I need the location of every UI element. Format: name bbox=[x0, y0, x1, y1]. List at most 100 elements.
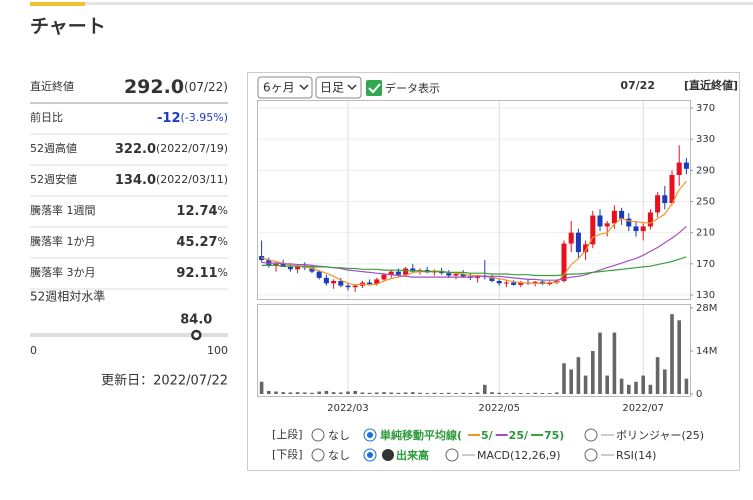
volume-bar bbox=[670, 314, 674, 394]
moving-average bbox=[261, 225, 687, 281]
y-tick-label: 250 bbox=[696, 197, 715, 208]
level-min: 0 bbox=[30, 344, 37, 357]
volume-bar bbox=[677, 320, 681, 394]
radio-dot bbox=[367, 452, 373, 458]
stat-value-group: 45.27% bbox=[176, 235, 228, 250]
candle-body bbox=[503, 282, 509, 284]
y-tick-label: 28M bbox=[696, 303, 717, 314]
stat-suffix: (2022/07/19) bbox=[156, 142, 228, 155]
data-checkbox[interactable] bbox=[366, 80, 382, 96]
candle-body bbox=[511, 282, 517, 285]
volume-bar bbox=[303, 392, 307, 394]
candle-body bbox=[626, 218, 632, 227]
radio[interactable] bbox=[311, 428, 325, 442]
volume-bar bbox=[425, 393, 429, 394]
candle-body bbox=[446, 273, 452, 276]
stat-value-group: -12(-3.95%) bbox=[157, 111, 228, 126]
stat-value-group: 134.0(2022/03/11) bbox=[115, 173, 228, 188]
volume-bar bbox=[504, 393, 509, 394]
candle-body bbox=[453, 273, 459, 276]
candle-body bbox=[338, 280, 344, 286]
candle-body bbox=[309, 267, 315, 272]
x-tick-label: 2022/03 bbox=[327, 403, 369, 414]
volume-bar bbox=[447, 392, 451, 394]
y-tick-label: 210 bbox=[696, 228, 715, 239]
top-accent bbox=[30, 2, 85, 6]
volume-bar bbox=[526, 393, 530, 394]
stat-suffix: % bbox=[218, 235, 228, 248]
candle-body bbox=[323, 277, 329, 284]
candle-body bbox=[496, 280, 502, 284]
radio[interactable] bbox=[311, 448, 325, 462]
stat-value: 12.74 bbox=[176, 204, 217, 219]
interval-value: 日足 bbox=[320, 81, 344, 95]
volume-bar bbox=[475, 392, 480, 394]
stat-suffix: (07/22) bbox=[184, 80, 228, 94]
volume-bar bbox=[432, 392, 437, 394]
y-tick-label: 170 bbox=[696, 259, 715, 270]
volume-bar bbox=[547, 393, 552, 394]
volume-bar bbox=[605, 375, 609, 394]
candle-body bbox=[374, 279, 380, 285]
volume-bar bbox=[591, 351, 595, 394]
y-tick-label: 330 bbox=[696, 134, 715, 145]
volume-bar bbox=[403, 392, 408, 394]
candle-body bbox=[280, 263, 286, 267]
page-title: チャート bbox=[30, 16, 106, 38]
chart-panel bbox=[247, 72, 740, 471]
stats: 直近終値 292.0(07/22) 前日比 -12(-3.95%) 52週高値 322.0… bbox=[30, 76, 228, 290]
volume-bar bbox=[655, 357, 660, 394]
volume-bar bbox=[439, 393, 444, 394]
volume-bar bbox=[454, 393, 458, 394]
candle-body bbox=[619, 210, 625, 219]
x-tick-label: 2022/07 bbox=[622, 403, 664, 414]
volume-bar bbox=[576, 357, 581, 394]
period-select[interactable] bbox=[257, 76, 313, 99]
interval-select[interactable] bbox=[315, 76, 362, 99]
legend-label: 5/ bbox=[481, 429, 494, 442]
stat-suffix: % bbox=[218, 266, 228, 279]
radio[interactable] bbox=[445, 448, 459, 462]
volume-bar bbox=[389, 392, 393, 394]
candle-body bbox=[662, 195, 668, 204]
volume-bar bbox=[684, 378, 689, 394]
legend: 5/25/75) bbox=[468, 429, 564, 442]
radio[interactable] bbox=[584, 448, 598, 462]
price-type: [直近終値] bbox=[684, 78, 738, 92]
volume-bar bbox=[555, 392, 559, 394]
candle-body bbox=[367, 282, 373, 285]
candle-body bbox=[352, 285, 358, 288]
plot: 130 170 210 250 290 330 370 0 14M 28M 2022/03 2022/… bbox=[258, 101, 717, 414]
candle-body bbox=[295, 266, 301, 270]
stat-label: 騰落率 3か月 bbox=[30, 265, 96, 279]
radio-label: なし bbox=[328, 449, 350, 462]
radio-label: 出来高 bbox=[396, 448, 429, 462]
stat-value: 292.0 bbox=[124, 76, 184, 98]
candle-body bbox=[287, 266, 293, 270]
volume-bar bbox=[511, 392, 516, 394]
volume-bar bbox=[288, 392, 293, 394]
checkbox-label: データ表示 bbox=[385, 81, 440, 95]
stat-value-group: 12.74% bbox=[176, 204, 228, 219]
volume-bar bbox=[418, 392, 422, 394]
radio[interactable] bbox=[584, 428, 598, 442]
candle-body bbox=[647, 212, 653, 227]
volume-bar bbox=[331, 392, 336, 394]
y-tick-label: 130 bbox=[696, 290, 715, 301]
stat-value-group: 322.0(2022/07/19) bbox=[115, 142, 228, 157]
legend-label: 75) bbox=[544, 429, 564, 442]
y-tick-label: 14M bbox=[696, 346, 717, 357]
stat-value-group: 292.0(07/22) bbox=[124, 76, 228, 98]
candle-body bbox=[676, 162, 682, 176]
stat-label: 前日比 bbox=[30, 110, 63, 124]
candle-body bbox=[604, 223, 610, 227]
volume-bar bbox=[396, 392, 401, 394]
candle-body bbox=[410, 268, 416, 272]
volume-bar bbox=[562, 363, 566, 394]
volume-bar bbox=[569, 369, 573, 394]
y-tick-label: 370 bbox=[696, 103, 715, 114]
legend-label: 25/ bbox=[509, 429, 529, 442]
candle-body bbox=[489, 277, 495, 281]
stat-value: -12 bbox=[157, 111, 181, 126]
stat-label: 52週高値 bbox=[30, 141, 77, 155]
